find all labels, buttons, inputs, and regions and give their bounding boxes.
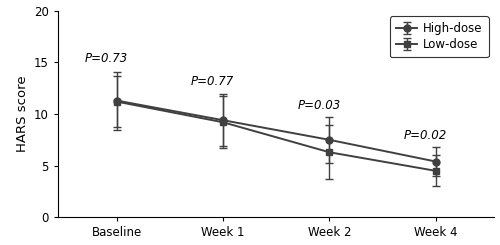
Text: P=0.73: P=0.73 bbox=[84, 52, 128, 65]
Legend: High-dose, Low-dose: High-dose, Low-dose bbox=[390, 16, 488, 57]
Text: P=0.02: P=0.02 bbox=[404, 129, 447, 142]
Text: P=0.77: P=0.77 bbox=[191, 75, 234, 88]
Y-axis label: HARS score: HARS score bbox=[16, 76, 28, 152]
Text: P=0.03: P=0.03 bbox=[298, 99, 341, 112]
